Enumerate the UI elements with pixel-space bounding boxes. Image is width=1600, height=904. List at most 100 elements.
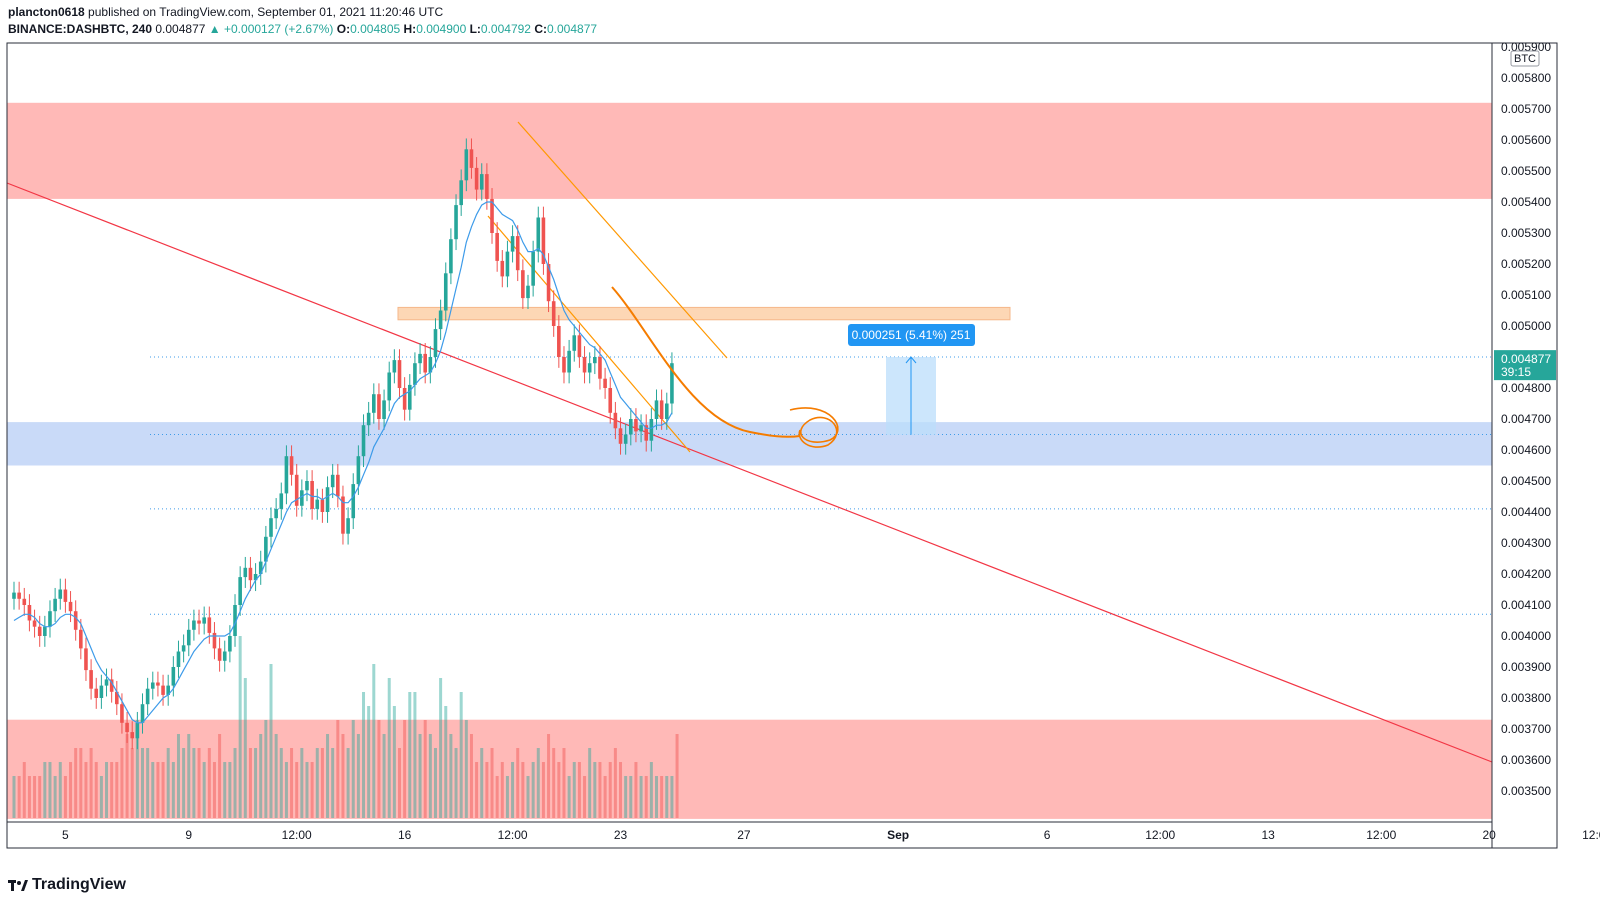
volume-bar [341,734,345,818]
candle-body [639,425,643,432]
candle-body [79,629,83,649]
volume-bar [547,734,551,818]
candle-body [274,508,278,519]
candle-body [202,617,206,624]
volume-bar [331,748,335,818]
volume-bar [243,678,247,818]
candle-body [258,561,263,574]
author-name[interactable]: plancton0618 [8,5,85,19]
volume-bar [624,776,628,818]
time-tick-label: 5 [62,828,69,842]
candle-body [557,326,561,357]
candle-body [300,490,304,506]
volume-bar [444,706,448,818]
volume-bar [382,734,386,818]
candle-body [161,685,165,695]
currency-badge [1510,50,1540,67]
descending-trendline[interactable] [6,182,1493,763]
candle-body [171,667,176,686]
volume-layer [12,636,679,818]
volume-bar [439,678,443,818]
candle-body [449,239,453,274]
candle-body [37,626,42,636]
candle-body [63,589,68,602]
volume-bar [552,748,556,818]
candle-body [479,174,484,190]
candle-body [541,217,546,264]
candle-body [428,357,433,373]
volume-bar [428,734,432,818]
volume-bar [63,776,67,818]
time-tick-label: 23 [614,828,628,842]
currency-label: BTC [1514,53,1536,65]
volume-bar [475,762,479,818]
candle-body [587,363,592,373]
candle-body [94,688,99,698]
candle-body [490,198,494,233]
candle-body [58,589,63,599]
price-tick-label: 0.005100 [1501,288,1551,302]
candle-body [310,481,314,509]
candle-body [264,536,268,562]
candle-body [22,598,27,605]
support-zone[interactable] [7,422,1492,466]
candle-body [176,651,181,667]
candle-body [644,425,649,441]
candle-body [613,412,618,429]
tradingview-logo[interactable]: TradingView [8,876,126,894]
volume-bar [660,776,664,818]
candle-body [413,363,417,385]
volume-bar [99,776,103,818]
lower-zone[interactable] [7,719,1492,819]
volume-bar [130,748,134,818]
time-tick-label: 12:00 [498,828,528,842]
price-tick-label: 0.004600 [1501,443,1551,457]
candle-body [279,493,284,509]
volume-bar [141,748,144,818]
price-tick-label: 0.005800 [1501,71,1551,85]
candle-body [603,378,607,388]
volume-bar [485,762,489,818]
candle-body [197,620,201,624]
volume-bar [459,692,463,818]
candle-body [68,601,73,612]
volume-bar [433,748,437,818]
mid-zone[interactable] [397,306,1011,321]
axis-layer: 0.003500 0.003600 0.003700 0.003800 0.003900… [6,40,1600,849]
candle-body [567,350,571,373]
price-tick-label: 0.005600 [1501,133,1551,147]
volume-bar [403,720,407,818]
candle-body [593,357,597,364]
open-label: O: [336,22,351,36]
moving-average-line[interactable] [13,201,673,724]
price-tick-label: 0.004000 [1501,629,1551,643]
zones-layer [7,102,1492,819]
candle-body [73,611,78,630]
volume-bar [300,748,304,818]
candle-body [17,592,21,599]
candle-body [598,357,602,379]
candle-body [418,353,422,364]
projection-curve[interactable] [611,286,801,438]
volume-bar [135,720,139,818]
candle-body [238,577,242,605]
target-scribble[interactable] [789,407,839,448]
candle-body [438,310,443,330]
candle-body [372,394,376,413]
resistance-zone[interactable] [7,102,1492,199]
channel-upper-line[interactable] [517,121,728,359]
candle-body [402,388,407,410]
candle-body [526,285,530,299]
candle-body [156,682,160,686]
volume-bar [577,762,581,818]
volume-bar [536,748,540,818]
candle-body [623,434,628,444]
time-tick-label: 13 [1261,828,1275,842]
volume-bar [469,734,473,818]
candle-body [377,394,381,419]
volume-bar [254,748,258,818]
candle-body [135,722,140,739]
candle-body [670,363,674,404]
volume-bar [608,762,612,818]
